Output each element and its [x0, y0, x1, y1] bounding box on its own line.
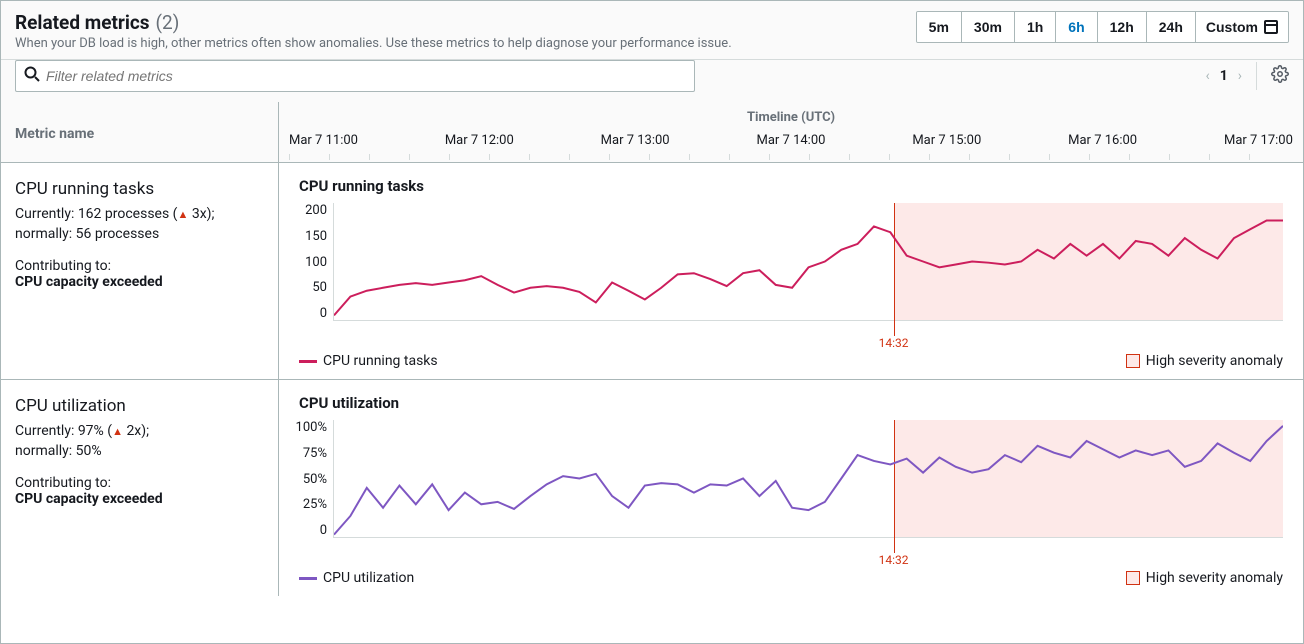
metric-row: CPU running tasks Currently: 162 processe…: [1, 163, 1303, 380]
time-range-6h[interactable]: 6h: [1056, 12, 1097, 42]
timeline-tick: Mar 7 11:00: [289, 133, 358, 148]
page-title: Related metrics: [15, 11, 150, 34]
chart-title: CPU utilization: [299, 394, 1283, 412]
contributing-label: Contributing to:: [15, 258, 264, 274]
anomaly-legend: High severity anomaly: [1126, 570, 1283, 586]
search-input[interactable]: [40, 68, 686, 84]
time-range-24h[interactable]: 24h: [1147, 12, 1196, 42]
metric-normal: normally: 50%: [15, 442, 264, 462]
pager-next[interactable]: ›: [1238, 68, 1242, 84]
metric-name: CPU running tasks: [15, 179, 264, 199]
metric-current: Currently: 162 processes (▲ 3x);: [15, 205, 264, 225]
page-subtitle: When your DB load is high, other metrics…: [15, 36, 916, 51]
gear-icon[interactable]: [1271, 65, 1289, 87]
time-range-30m[interactable]: 30m: [962, 12, 1015, 42]
time-range-1h[interactable]: 1h: [1015, 12, 1056, 42]
time-range-5m[interactable]: 5m: [917, 12, 962, 42]
metric-name: CPU utilization: [15, 396, 264, 416]
anomaly-marker-label: 14:32: [879, 336, 909, 350]
time-range-custom[interactable]: Custom: [1196, 12, 1288, 42]
chart-title: CPU running tasks: [299, 177, 1283, 195]
contributing-to: CPU capacity exceeded: [15, 274, 264, 290]
pager-current: 1: [1220, 68, 1228, 84]
metric-row: CPU utilization Currently: 97% (▲ 2x);nor…: [1, 380, 1303, 596]
metric-normal: normally: 56 processes: [15, 225, 264, 245]
metrics-count: (2): [156, 11, 180, 34]
y-axis: 200150100500: [289, 203, 333, 321]
timeline-ticks: Mar 7 11:00 Mar 7 12:00 Mar 7 13:00 Mar 7 1…: [279, 125, 1303, 154]
timeline-tick: Mar 7 15:00: [912, 133, 981, 148]
series-legend: CPU utilization: [299, 570, 414, 586]
timeline-tick: Mar 7 17:00: [1224, 133, 1293, 148]
column-header-name: Metric name: [1, 102, 279, 162]
metric-current: Currently: 97% (▲ 2x);: [15, 422, 264, 442]
timeline-tick: Mar 7 13:00: [601, 133, 670, 148]
pager: ‹ 1 ›: [1206, 68, 1242, 84]
column-header-timeline: Timeline (UTC): [279, 102, 1303, 125]
anomaly-marker-label: 14:32: [879, 553, 909, 567]
search-icon: [24, 66, 40, 86]
timeline-tick: Mar 7 16:00: [1068, 133, 1137, 148]
pager-prev[interactable]: ‹: [1206, 68, 1210, 84]
contributing-label: Contributing to:: [15, 475, 264, 491]
divider: [1256, 62, 1257, 90]
chart-plot: 14:32: [333, 420, 1283, 538]
timeline-tick: Mar 7 12:00: [445, 133, 514, 148]
delta-up-icon: ▲: [177, 208, 188, 221]
anomaly-legend: High severity anomaly: [1126, 353, 1283, 369]
calendar-icon: [1264, 20, 1278, 34]
time-range-12h[interactable]: 12h: [1098, 12, 1147, 42]
search-box[interactable]: [15, 60, 695, 92]
series-legend: CPU running tasks: [299, 353, 438, 369]
contributing-to: CPU capacity exceeded: [15, 491, 264, 507]
y-axis: 100%75%50%25%0: [289, 420, 333, 538]
chart-plot: 14:32: [333, 203, 1283, 321]
delta-up-icon: ▲: [112, 425, 123, 438]
time-range-selector: 5m30m1h6h12h24hCustom: [916, 11, 1289, 43]
timeline-tick: Mar 7 14:00: [756, 133, 825, 148]
